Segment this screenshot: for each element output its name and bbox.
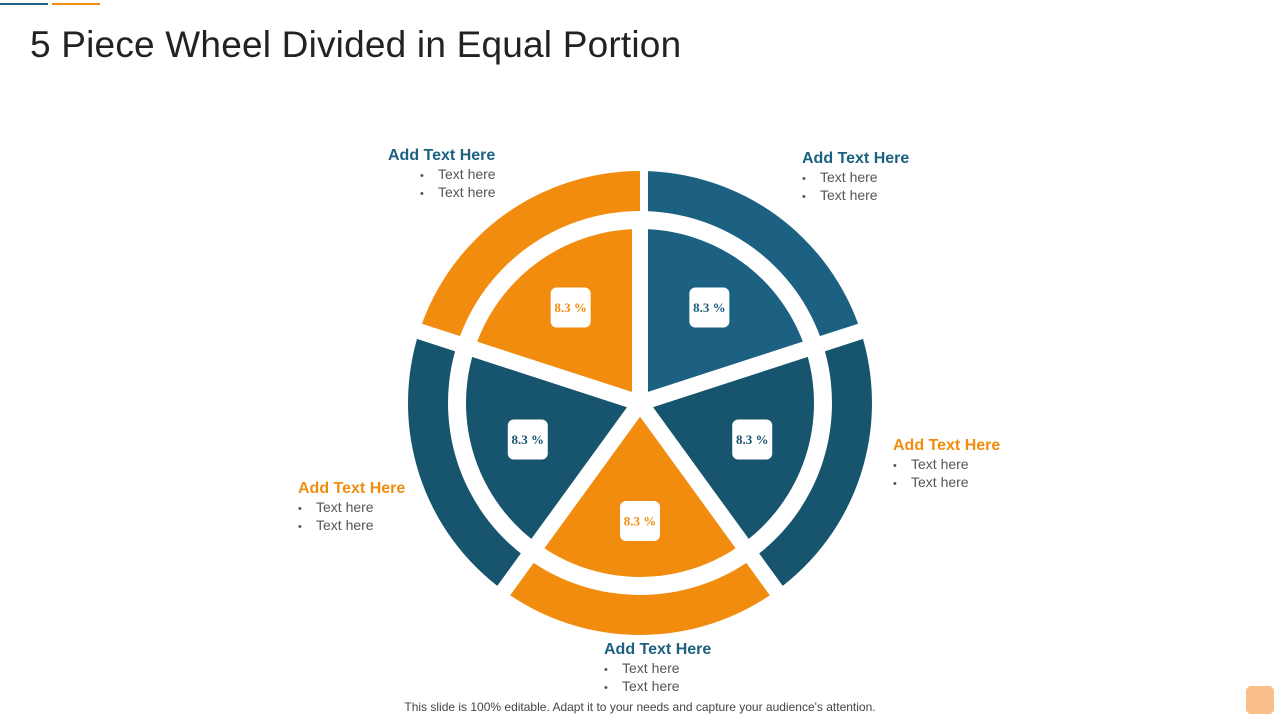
callout-heading: Add Text Here [604,641,712,658]
callout-item: Text here [604,678,804,696]
page-title: 5 Piece Wheel Divided in Equal Portion [30,24,682,65]
segment-percent-label: 8.3 % [624,514,657,529]
callout-top-right: Add Text Here Text here Text here [802,149,1002,205]
wheel-outer-segment-4 [407,331,528,591]
footer-note: This slide is 100% editable. Adapt it to… [404,700,876,714]
wheel-gap-line [744,550,786,599]
callout-left: Add Text Here Text here Text here [298,479,498,535]
title-accent-line-orange [52,3,100,5]
callout-heading: Add Text Here [893,437,1001,454]
wheel-outer-segment-2 [752,331,873,591]
callout-item: Text here [893,474,1093,492]
callout-heading: Add Text Here [802,150,910,167]
segment-label-box [507,419,548,460]
callout-item: Text here [802,187,1002,205]
segment-percent-label: 8.3 % [554,300,587,315]
wheel-gap-line [413,322,464,353]
segment-percent-label: 8.3 % [693,300,726,315]
wheel-outer-segment-3 [503,558,777,636]
callout-item: Text here [420,184,588,202]
callout-heading: Add Text Here [388,147,496,164]
callout-item: Text here [604,660,804,678]
segment-percent-label: 8.3 % [512,432,545,447]
title-accent-line-blue [0,3,48,5]
callout-item: Text here [802,169,1002,187]
wheel-inner-segment-4 [450,336,653,562]
wheel-gap-line [494,550,536,599]
wheel-outer-segment-1 [640,171,861,344]
callout-item: Text here [298,499,498,517]
segment-label-box [689,287,730,328]
callout-item: Text here [420,166,588,184]
segment-label-box [620,501,660,541]
callout-item: Text here [298,517,498,535]
callout-item: Text here [893,456,1093,474]
corner-decoration [1246,686,1274,714]
segment-label-box [550,287,591,328]
segment-percent-label: 8.3 % [736,432,769,447]
segment-label-box [732,419,773,460]
wheel-inner-segment-2 [627,336,830,562]
callout-bottom: Add Text Here Text here Text here [604,640,804,696]
wheel-inner-segment-3 [521,389,759,593]
callout-top-left: Add Text Here Text here Text here [388,146,588,202]
wheel-gap-line [816,322,867,353]
wheel-outer-segment-5 [419,170,640,344]
callout-right: Add Text Here Text here Text here [893,436,1093,492]
callout-heading: Add Text Here [298,480,406,497]
